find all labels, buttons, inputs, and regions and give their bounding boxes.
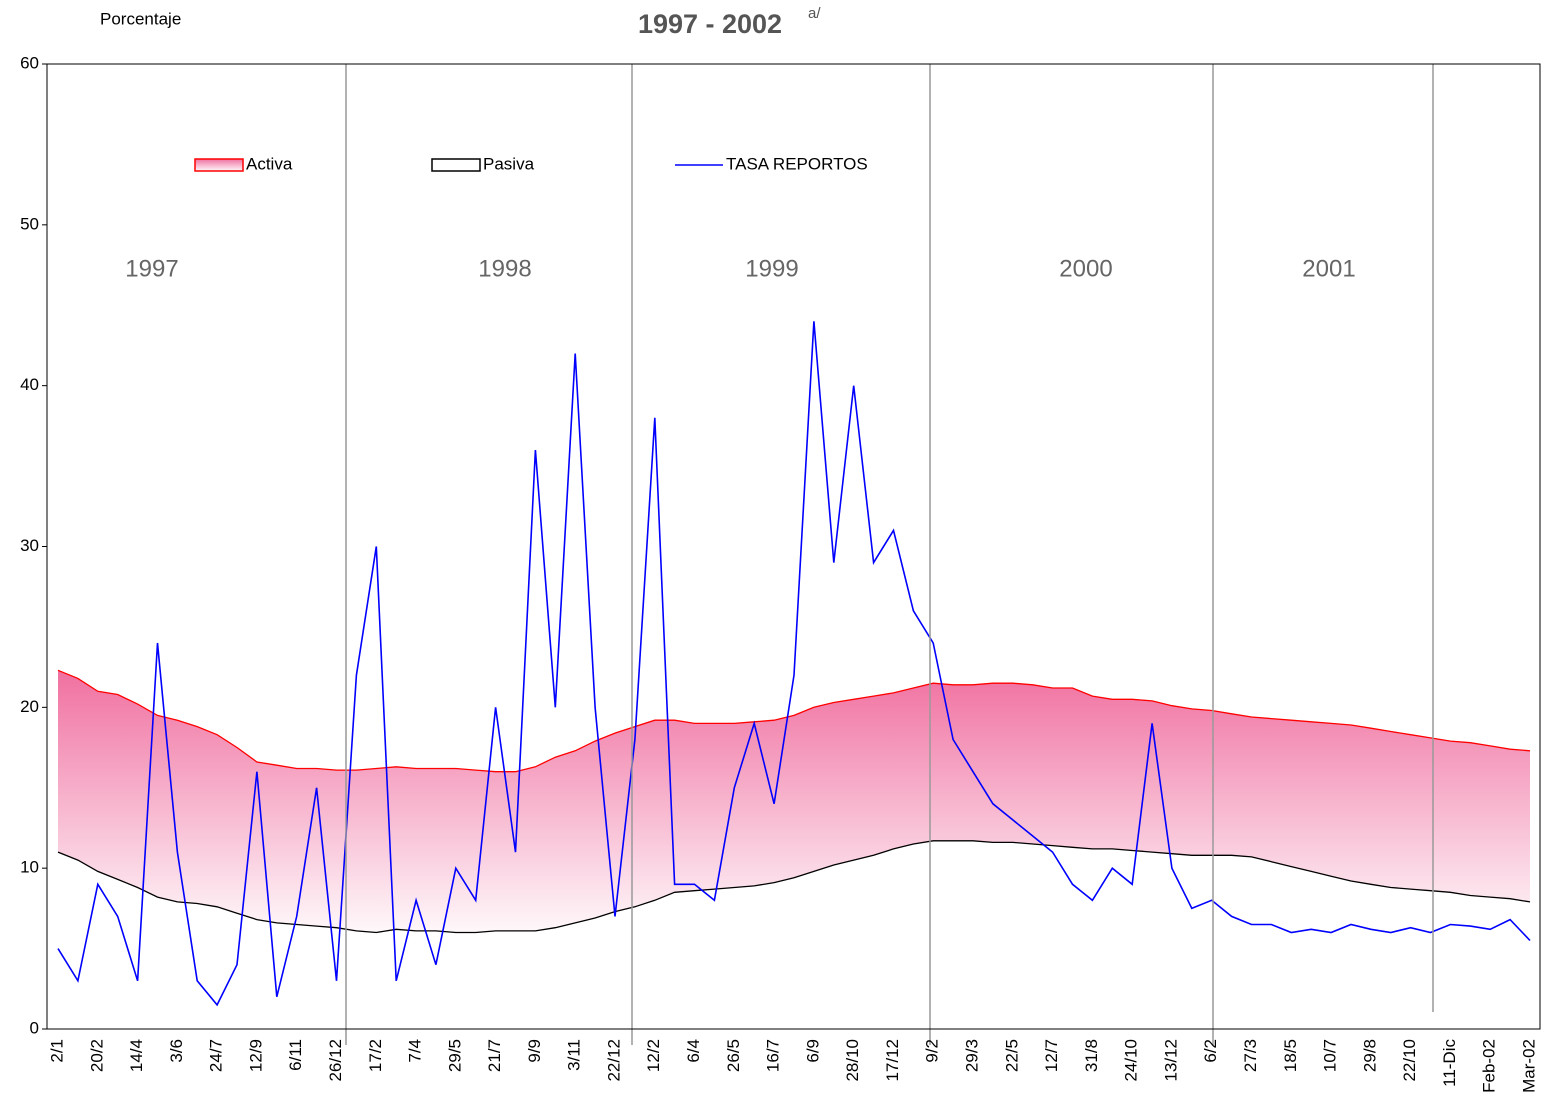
x-tick-label: Mar-02 (1519, 1039, 1538, 1093)
year-label: 1999 (745, 255, 798, 282)
y-tick-label: 60 (20, 53, 39, 72)
x-tick-label: 16/7 (764, 1039, 783, 1072)
x-tick-label: 29/8 (1360, 1039, 1379, 1072)
x-tick-label: 6/2 (1201, 1039, 1220, 1063)
x-tick-label: 22/5 (1002, 1039, 1021, 1072)
x-tick-label: 3/11 (565, 1039, 584, 1071)
x-tick-label: 14/4 (127, 1039, 146, 1072)
year-label: 2000 (1059, 255, 1112, 282)
x-tick-label: 6/11 (286, 1039, 305, 1071)
chart-title: 1997 - 2002 (638, 9, 782, 39)
legend-swatch (194, 158, 244, 172)
legend-label: Activa (246, 154, 293, 173)
x-tick-label: 18/5 (1281, 1039, 1300, 1072)
y-tick-label: 20 (20, 697, 39, 716)
x-tick-label: 6/9 (803, 1039, 822, 1063)
y-tick-label: 30 (20, 536, 39, 555)
x-tick-label: 7/4 (406, 1039, 425, 1063)
x-tick-label: 17/12 (883, 1039, 902, 1082)
plot-area (57, 321, 1531, 1007)
x-tick-label: 29/3 (963, 1039, 982, 1072)
y-tick-label: 50 (20, 214, 39, 233)
x-tick-label: 20/2 (87, 1039, 106, 1072)
x-tick-label: 24/7 (207, 1039, 226, 1072)
x-tick-label: 13/12 (1161, 1039, 1180, 1082)
x-tick-label: 6/4 (684, 1039, 703, 1063)
y-tick-label: 0 (30, 1018, 39, 1037)
x-tick-label: 27/3 (1241, 1039, 1260, 1072)
x-tick-label: 12/2 (644, 1039, 663, 1072)
x-tick-label: 17/2 (366, 1039, 385, 1072)
activa-area (58, 670, 1530, 933)
year-label: 1998 (478, 255, 531, 282)
x-tick-label: 26/12 (326, 1039, 345, 1082)
x-tick-label: 12/7 (1042, 1039, 1061, 1072)
x-tick-label: 11-Dic (1440, 1039, 1459, 1087)
x-tick-label: Feb-02 (1480, 1039, 1499, 1093)
x-tick-label: 22/10 (1400, 1039, 1419, 1082)
series-line (57, 669, 1531, 773)
x-tick-label: 29/5 (445, 1039, 464, 1072)
x-tick-label: 3/6 (167, 1039, 186, 1063)
x-tick-label: 9/9 (525, 1039, 544, 1063)
series-line (57, 321, 1531, 1007)
y-tick-label: 40 (20, 375, 39, 394)
x-tick-label: 26/5 (724, 1039, 743, 1072)
x-tick-label: 31/8 (1082, 1039, 1101, 1072)
x-tick-label: 10/7 (1321, 1039, 1340, 1072)
x-tick-label: 9/2 (923, 1039, 942, 1063)
x-tick-label: 22/12 (604, 1039, 623, 1082)
legend-label: TASA REPORTOS (726, 154, 868, 173)
x-tick-label: 12/9 (246, 1039, 265, 1072)
year-label: 1997 (125, 255, 178, 282)
x-tick-label: 2/1 (47, 1039, 66, 1063)
y-tick-label: 10 (20, 858, 39, 877)
title-note: a/ (808, 5, 821, 22)
x-tick-label: 21/7 (485, 1039, 504, 1072)
legend-swatch (431, 158, 481, 172)
y-axis-label: Porcentaje (100, 9, 181, 28)
series-line (57, 840, 1531, 934)
x-tick-label: 24/10 (1122, 1039, 1141, 1082)
legend-label: Pasiva (483, 154, 535, 173)
year-label: 2001 (1302, 255, 1355, 282)
x-tick-label: 28/10 (843, 1039, 862, 1082)
